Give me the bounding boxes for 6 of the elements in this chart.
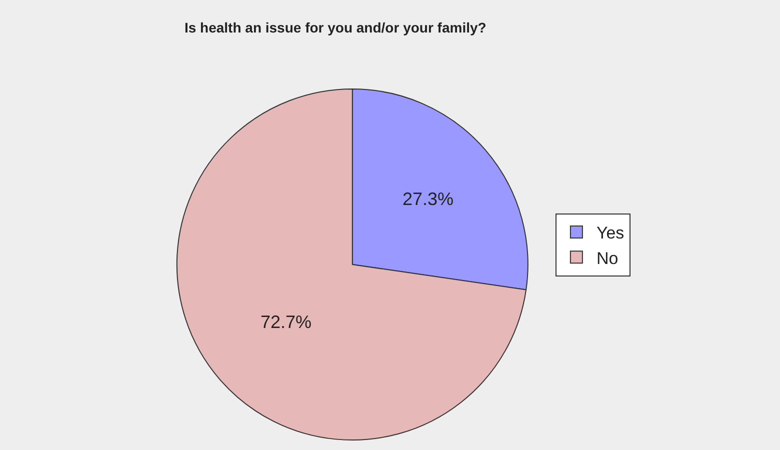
legend-label: No <box>596 248 618 268</box>
data-label: 27.3% <box>402 189 454 210</box>
pie-slice <box>176 88 527 440</box>
legend-label: Yes <box>596 224 624 243</box>
chart-title: Is health an issue for you and/or your family? <box>184 19 486 36</box>
data-label: 72.7% <box>260 312 312 332</box>
